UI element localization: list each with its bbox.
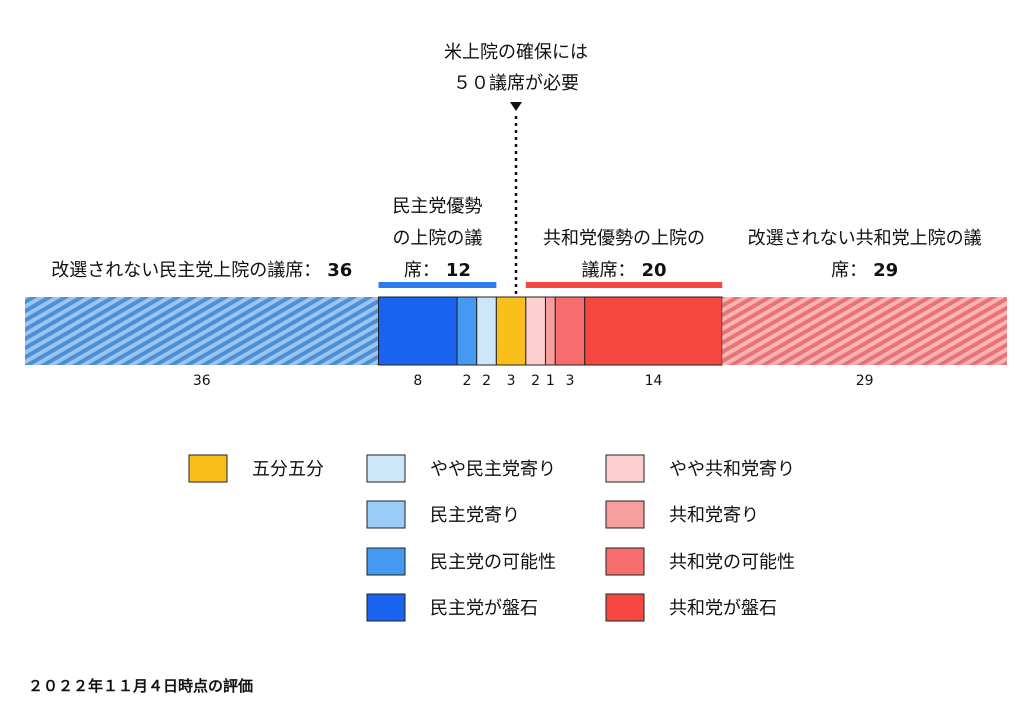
group-label-dem_favored-line2: の上院の議	[392, 228, 482, 249]
value-label-rep_tilt: 1	[546, 373, 555, 389]
group-label-rep_favored-line2: 議席： 20	[581, 260, 666, 281]
legend-swatch-1-2	[366, 547, 406, 576]
stacked-bar	[25, 296, 1007, 366]
bar-segment-rep_solid	[584, 296, 723, 366]
group-label-dem_holdover_label-line1: 改選されない民主党上院の議席： 36	[51, 260, 352, 281]
bar-segment-dem_likely	[456, 296, 478, 366]
bar-segment-rep_tilt	[544, 296, 556, 366]
legend-swatch-1-3	[366, 593, 406, 622]
value-label-dem_lean: 2	[482, 373, 491, 389]
legend-swatch-0-0	[188, 454, 228, 483]
bar-segment-rep_lean	[525, 296, 546, 366]
group-label-dem_favored-line1: 民主党優勢	[392, 196, 482, 217]
group-value-rep_favored: 20	[641, 260, 666, 281]
group-value-dem_holdover_label: 36	[327, 260, 352, 281]
legend-swatch-2-1	[605, 500, 645, 529]
threshold-label-line2: ５０議席が必要	[453, 73, 579, 94]
legend-label-2-0: やや共和党寄り	[669, 459, 795, 480]
legend-label-1-0: やや民主党寄り	[430, 459, 556, 480]
value-label-dem_solid: 8	[413, 373, 422, 389]
group-bar-dem_favored	[378, 282, 497, 288]
value-label-rep_holdover: 29	[856, 373, 874, 389]
legend-swatch-2-0	[605, 454, 645, 483]
bar-segment-dem_holdover	[25, 297, 379, 365]
group-label-rep_favored-line1: 共和党優勢の上院の	[543, 228, 705, 249]
group-value-rep_holdover_label: 29	[873, 260, 898, 281]
bar-segment-dem_lean	[476, 296, 497, 366]
legend-label-1-3: 民主党が盤石	[430, 598, 538, 619]
group-label-dem_favored-line3: 席： 12	[404, 260, 471, 281]
group-label-rep_holdover_label-line1: 改選されない共和党上院の議	[748, 228, 982, 249]
legend-label-1-2: 民主党の可能性	[430, 552, 556, 573]
bar-segment-tossup	[495, 296, 527, 366]
threshold-label-line1: 米上院の確保には	[444, 42, 588, 63]
legend-label-2-3: 共和党が盤石	[669, 598, 777, 619]
bar-segment-rep_likely	[554, 296, 586, 366]
legend-swatch-1-0	[366, 454, 406, 483]
legend-label-1-1: 民主党寄り	[430, 505, 520, 526]
segment-value-labels: 36 8 2 2 3 2 1 3 14 29	[193, 373, 874, 389]
footnote-date: ２０２２年１１月４日時点の評価	[28, 677, 253, 695]
group-label-rep_holdover_label-line2: 席： 29	[831, 260, 898, 281]
value-label-rep_likely: 3	[566, 373, 575, 389]
threshold-arrow	[510, 102, 522, 111]
legend-label-2-2: 共和党の可能性	[669, 552, 795, 573]
bar-segment-rep_holdover	[722, 297, 1007, 365]
value-label-rep_solid: 14	[645, 373, 663, 389]
group-value-dem_favored: 12	[446, 260, 471, 281]
bar-segment-dem_solid	[378, 296, 458, 366]
legend-swatch-2-2	[605, 547, 645, 576]
threshold-group: 米上院の確保には ５０議席が必要	[444, 42, 588, 365]
value-label-rep_lean: 2	[531, 373, 540, 389]
value-label-tossup: 3	[507, 373, 516, 389]
group-bar-rep_favored	[525, 282, 723, 288]
legend-label-2-1: 共和党寄り	[669, 505, 759, 526]
legend-label-0-0: 五分五分	[252, 459, 324, 480]
legend-swatch-1-1	[366, 500, 406, 529]
value-label-dem_holdover: 36	[193, 373, 211, 389]
value-label-dem_likely: 2	[462, 373, 471, 389]
legend-swatch-2-3	[605, 593, 645, 622]
